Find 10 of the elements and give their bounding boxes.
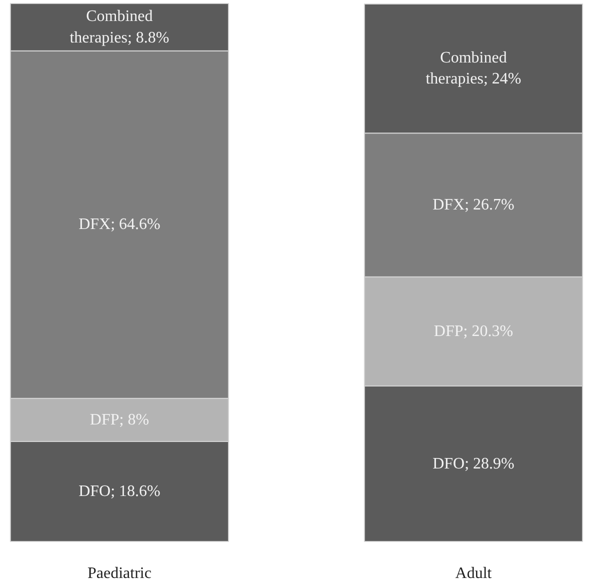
x-tick-label: Paediatric xyxy=(87,564,152,582)
data-label: DFO; 28.9% xyxy=(432,455,514,472)
data-label: DFO; 18.6% xyxy=(78,483,160,500)
data-label: DFP; 8% xyxy=(90,411,150,428)
data-label: DFX; 26.7% xyxy=(432,196,514,214)
data-label: Combined therapies; 24% xyxy=(426,49,522,88)
x-tick-label: Adult xyxy=(455,564,492,582)
data-label: Combined therapies; 8.8% xyxy=(70,8,170,46)
data-label: DFX; 64.6% xyxy=(78,216,160,234)
data-label: DFP; 20.3% xyxy=(434,322,514,340)
